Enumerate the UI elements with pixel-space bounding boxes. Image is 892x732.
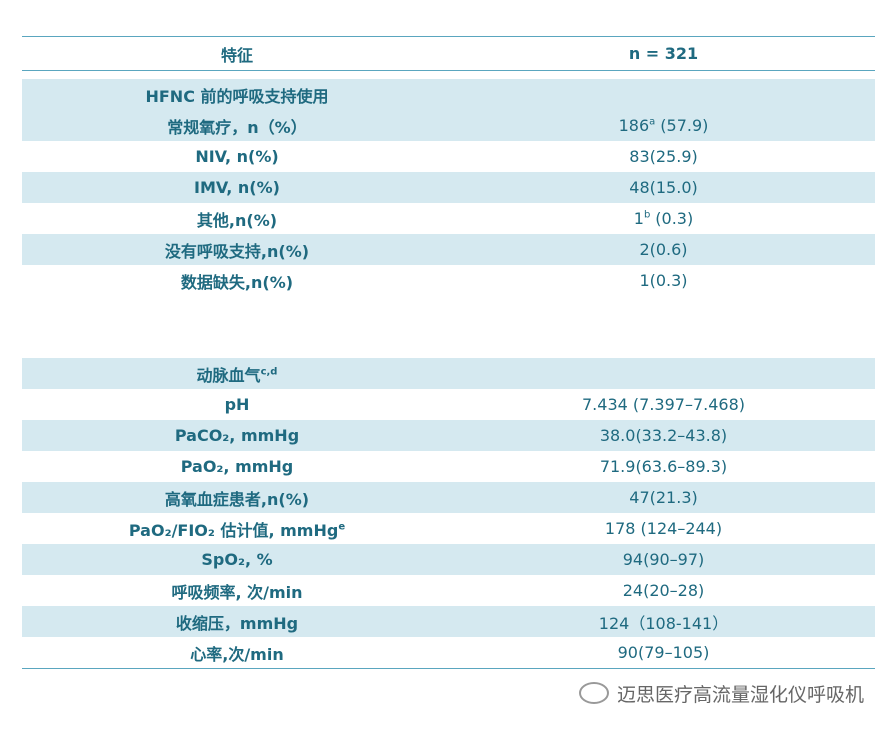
label-cell: PaO₂/FIO₂ 估计值, mmHge — [22, 517, 452, 541]
value-cell: 90(79–105) — [452, 643, 875, 662]
value-cell: 48(15.0) — [452, 178, 875, 197]
value: 71.9(63.6–89.3) — [599, 457, 728, 476]
value-cell: 71.9(63.6–89.3) — [452, 457, 875, 476]
label: 收缩压，mmHg — [175, 613, 299, 633]
value: 1(0.3) — [639, 271, 688, 290]
label: 数据缺失,n(%) — [180, 272, 294, 292]
table-row: HFNC 前的呼吸支持使用 — [22, 79, 875, 110]
header-row: 特征 n = 321 — [22, 37, 875, 71]
label-cell: 心率,次/min — [22, 641, 452, 665]
table-row: 没有呼吸支持,n(%) 2(0.6) — [22, 234, 875, 265]
table-row: 收缩压，mmHg 124（108-141） — [22, 606, 875, 637]
label: IMV, n(%) — [194, 178, 280, 197]
label: 心率,次/min — [190, 644, 284, 664]
label: PaO₂, mmHg — [180, 457, 294, 476]
value: 178 (124–244) — [604, 519, 723, 538]
value-cell: 7.434 (7.397–7.468) — [452, 395, 875, 414]
value-cell: 94(90–97) — [452, 550, 875, 569]
label-cell: 数据缺失,n(%) — [22, 269, 452, 293]
label-cell: SpO₂, % — [22, 550, 452, 569]
label-cell: PaO₂, mmHg — [22, 457, 452, 476]
value: 38.0(33.2–43.8) — [599, 426, 728, 445]
label-cell: PaCO₂, mmHg — [22, 426, 452, 445]
label-cell: 常规氧疗，n（%） — [22, 114, 452, 138]
table-row: PaO₂, mmHg 71.9(63.6–89.3) — [22, 451, 875, 482]
value: 48(15.0) — [629, 178, 698, 197]
watermark: 迈思医疗高流量湿化仪呼吸机 — [579, 680, 864, 707]
label: 高氧血症患者,n(%) — [164, 489, 310, 509]
label-cell: IMV, n(%) — [22, 178, 452, 197]
label-cell: 高氧血症患者,n(%) — [22, 486, 452, 510]
label: pH — [224, 395, 250, 414]
label: PaO₂/FIO₂ 估计值, mmHg — [128, 520, 339, 540]
label-cell: 没有呼吸支持,n(%) — [22, 238, 452, 262]
label: 其他,n(%) — [196, 210, 278, 230]
label-cell: pH — [22, 395, 452, 414]
value: 90(79–105) — [617, 643, 710, 662]
value: 7.434 (7.397–7.468) — [582, 395, 745, 414]
value: 2(0.6) — [639, 240, 688, 259]
value: 186 — [618, 116, 650, 135]
table: 特征 n = 321 HFNC 前的呼吸支持使用 常规氧疗，n（%） 186a (57… — [22, 36, 875, 669]
value-cell: 178 (124–244) — [452, 519, 875, 538]
table-row: SpO₂, % 94(90–97) — [22, 544, 875, 575]
spacer — [22, 296, 875, 358]
value: 94(90–97) — [622, 550, 705, 569]
table-row: 动脉血气c,d — [22, 358, 875, 389]
label: PaCO₂, mmHg — [174, 426, 300, 445]
label-cell: 呼吸频率, 次/min — [22, 579, 452, 603]
value-cell: 2(0.6) — [452, 240, 875, 259]
label: HFNC 前的呼吸支持使用 — [145, 86, 329, 106]
table-row: NIV, n(%) 83(25.9) — [22, 141, 875, 172]
label: 动脉血气 — [196, 365, 261, 385]
table-row: IMV, n(%) 48(15.0) — [22, 172, 875, 203]
label: NIV, n(%) — [195, 147, 279, 166]
table-row: pH 7.434 (7.397–7.468) — [22, 389, 875, 420]
label: SpO₂, % — [201, 550, 273, 569]
value: 47(21.3) — [629, 488, 698, 507]
table-row: 常规氧疗，n（%） 186a (57.9) — [22, 110, 875, 141]
value-cell: 47(21.3) — [452, 488, 875, 507]
value: 24(20–28) — [622, 581, 705, 600]
value-cell: 83(25.9) — [452, 147, 875, 166]
footnote-mark: a — [649, 116, 656, 128]
label: 呼吸频率, 次/min — [171, 582, 303, 602]
label-cell: 其他,n(%) — [22, 207, 452, 231]
value-cell: 1b (0.3) — [452, 209, 875, 228]
table-row: PaO₂/FIO₂ 估计值, mmHge 178 (124–244) — [22, 513, 875, 544]
label: 没有呼吸支持,n(%) — [164, 241, 310, 261]
table-row: 心率,次/min 90(79–105) — [22, 637, 875, 668]
table-row: 呼吸频率, 次/min 24(20–28) — [22, 575, 875, 606]
value-cell: 24(20–28) — [452, 581, 875, 600]
table-row: 数据缺失,n(%) 1(0.3) — [22, 265, 875, 296]
footnote-mark: c,d — [260, 366, 278, 378]
table-row: 高氧血症患者,n(%) 47(21.3) — [22, 482, 875, 513]
label: 常规氧疗，n（%） — [167, 117, 307, 137]
value: 124（108-141） — [598, 613, 729, 633]
header-cell: n = 321 — [628, 44, 699, 63]
value: 1 — [633, 209, 644, 228]
value-cell: 186a (57.9) — [452, 116, 875, 135]
table-row: 其他,n(%) 1b (0.3) — [22, 203, 875, 234]
label-cell: 动脉血气c,d — [22, 362, 452, 386]
value-detail: (57.9) — [660, 116, 709, 135]
value-detail: (0.3) — [655, 209, 694, 228]
value-cell: 124（108-141） — [452, 610, 875, 634]
value-cell: 38.0(33.2–43.8) — [452, 426, 875, 445]
label-cell: HFNC 前的呼吸支持使用 — [22, 83, 452, 107]
value-cell: 1(0.3) — [452, 271, 875, 290]
table-row: PaCO₂, mmHg 38.0(33.2–43.8) — [22, 420, 875, 451]
footnote-mark: b — [643, 209, 651, 221]
label-cell: 收缩压，mmHg — [22, 610, 452, 634]
value: 83(25.9) — [629, 147, 698, 166]
footnote-mark: e — [338, 521, 346, 533]
label-cell: NIV, n(%) — [22, 147, 452, 166]
header-cell: 特征 — [220, 45, 253, 65]
